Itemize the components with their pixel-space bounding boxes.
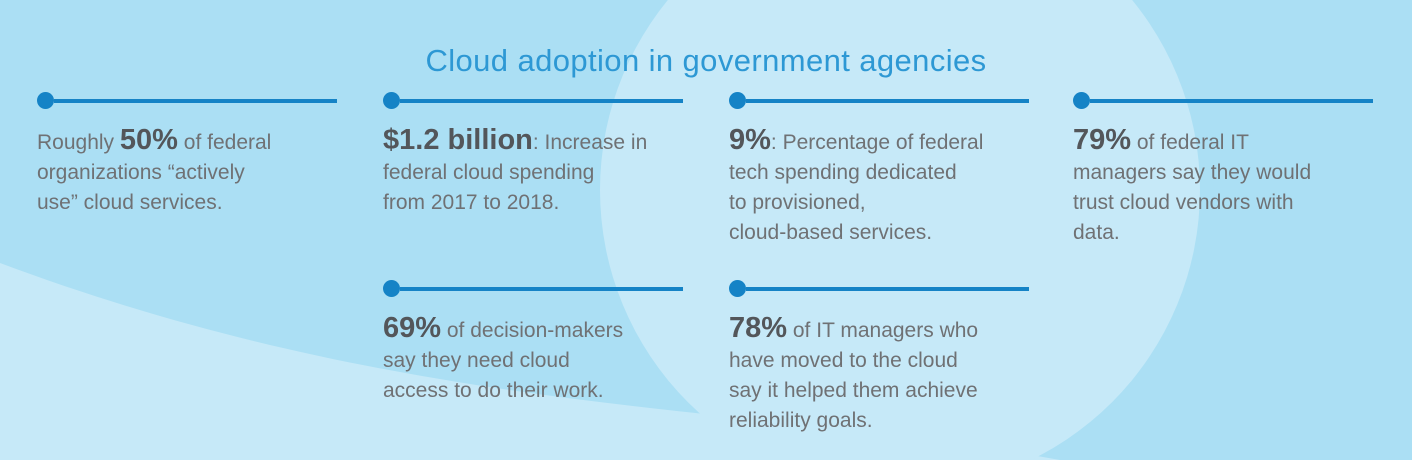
bullet-dot-icon (729, 92, 746, 109)
stat-rule (383, 92, 683, 109)
rule-line (400, 98, 683, 103)
bullet-dot-icon (729, 280, 746, 297)
stat-text: 79% of federal IT managers say they woul… (1073, 126, 1412, 248)
stat-suffix: : Increase in federal cloud spending fro… (383, 131, 648, 214)
stat-value: 50% (119, 124, 178, 156)
bullet-dot-icon (383, 280, 400, 297)
page-title: Cloud adoption in government agencies (425, 42, 987, 78)
stat-text: 78% of IT managers who have moved to the… (729, 314, 1069, 436)
stat-rule (729, 280, 1029, 297)
stat-suffix: of federal IT managers say they would tr… (1073, 131, 1312, 244)
stat-text: 9%: Percentage of federal tech spending … (729, 126, 1069, 248)
stat-suffix: of decision-makers say they need cloud a… (383, 319, 624, 402)
stat-federal-orgs-cloud-use: Roughly 50% of federal organizations “ac… (37, 92, 377, 218)
bullet-dot-icon (37, 92, 54, 109)
stat-tech-spending-provisioned: 9%: Percentage of federal tech spending … (729, 92, 1069, 248)
stat-cloud-spending-increase: $1.2 billion: Increase in federal cloud … (383, 92, 723, 218)
stat-text: 69% of decision-makers say they need clo… (383, 314, 723, 406)
stat-reliability-goals: 78% of IT managers who have moved to the… (729, 280, 1069, 436)
stat-prefix: Roughly (37, 131, 120, 154)
stat-value: 69% (383, 312, 442, 344)
stat-value: 9% (729, 124, 771, 156)
stat-suffix: of IT managers who have moved to the clo… (729, 319, 979, 432)
rule-line (1090, 98, 1373, 103)
stat-text: $1.2 billion: Increase in federal cloud … (383, 126, 723, 218)
stat-rule (1073, 92, 1373, 109)
bullet-dot-icon (1073, 92, 1090, 109)
rule-line (54, 98, 337, 103)
rule-line (746, 98, 1029, 103)
stat-rule (729, 92, 1029, 109)
stat-value: $1.2 billion (383, 124, 533, 156)
stat-trust-cloud-vendors: 79% of federal IT managers say they woul… (1073, 92, 1412, 248)
stat-rule (37, 92, 337, 109)
stat-value: 79% (1073, 124, 1132, 156)
stat-text: Roughly 50% of federal organizations “ac… (37, 126, 377, 218)
stat-suffix: of federal organizations “actively use” … (37, 131, 272, 214)
stat-suffix: : Percentage of federal tech spending de… (729, 131, 984, 244)
stat-value: 78% (729, 312, 788, 344)
bullet-dot-icon (383, 92, 400, 109)
stat-decision-makers-cloud-access: 69% of decision-makers say they need clo… (383, 280, 723, 406)
stat-rule (383, 280, 683, 297)
rule-line (746, 286, 1029, 291)
rule-line (400, 286, 683, 291)
